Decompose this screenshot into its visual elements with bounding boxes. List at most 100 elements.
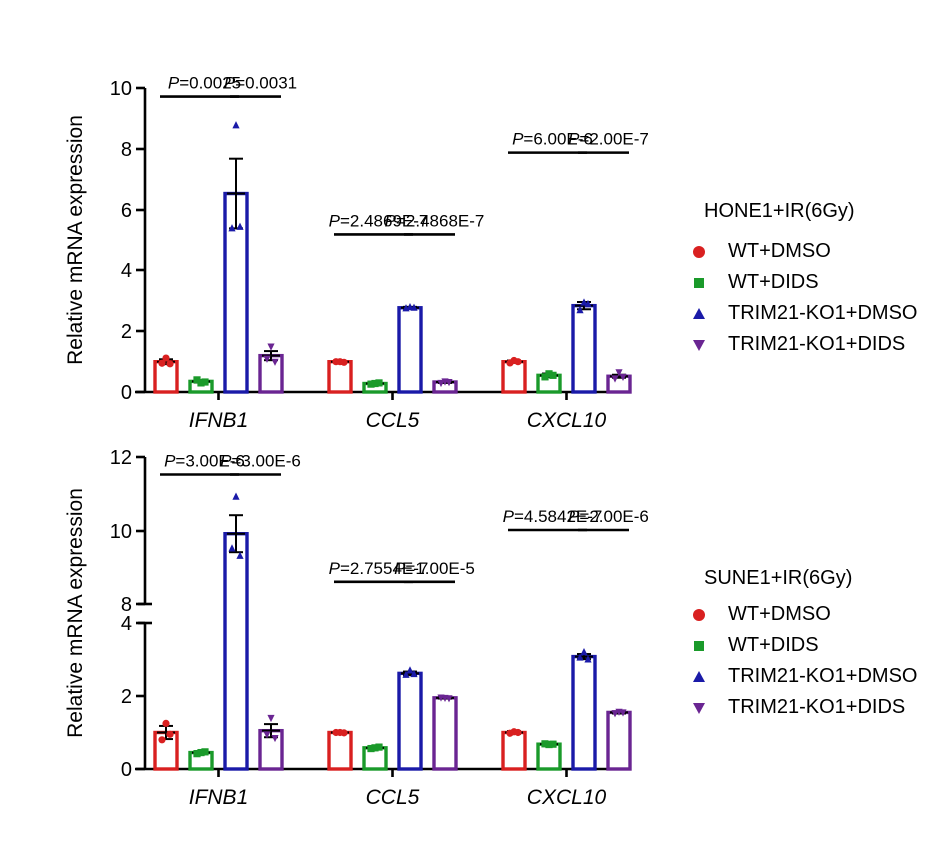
significance-annotation: P=0.0031 [224, 74, 297, 98]
legend-title: SUNE1+IR(6Gy) [704, 567, 853, 589]
data-point-wt-dmso [506, 359, 514, 367]
data-point-trim21-ko1-dmso [580, 648, 588, 656]
data-point-wt-dids [371, 744, 379, 752]
p-italic: P [164, 452, 176, 471]
data-point-trim21-ko1-dids [615, 369, 623, 377]
category-group-ifnb1: IFNB1 [153, 121, 284, 432]
data-point-wt-dmso [158, 359, 166, 367]
y-tick-label: 10 [110, 78, 132, 100]
data-point-trim21-ko1-dmso [406, 666, 414, 674]
bar-trim21-ko1-dmso [223, 532, 249, 771]
triangle-down-marker-icon [693, 340, 705, 351]
bar-wt-dmso [501, 360, 527, 394]
data-point-wt-dids [201, 378, 209, 386]
significance-annotation: P=2.7554E-7 [329, 559, 429, 584]
p-italic: P [329, 211, 341, 230]
data-point-trim21-ko1-dids [445, 379, 453, 387]
data-point-trim21-ko1-dids [271, 734, 279, 743]
p-value-label: P=0.0025 [168, 74, 241, 93]
data-point-trim21-ko1-dids [611, 375, 619, 383]
y-axis-label: Relative mRNA expression [64, 488, 87, 738]
data-point-trim21-ko1-dids [619, 373, 627, 382]
bar-trim21-ko1-dmso [397, 671, 423, 771]
p-italic: P [220, 452, 232, 471]
p-value-label: P=2.4868E-7 [385, 211, 485, 230]
y-tick-label: 12 [110, 447, 132, 469]
y-axis [138, 457, 152, 769]
data-point-wt-dmso [162, 354, 170, 362]
data-point-trim21-ko1-dmso [232, 121, 240, 129]
bar-wt-dmso [327, 730, 353, 771]
chart-panel-top: 0 2 4 6 8 10 Relative mRNA expression IFNB1 CCL5… [64, 74, 649, 432]
p-value-label: P=1.00E-5 [394, 559, 475, 578]
data-point-wt-dmso [514, 358, 522, 366]
data-point-wt-dids [193, 376, 201, 384]
bar-trim21-ko1-dmso [571, 654, 597, 771]
chart-panel-bottom: 0 2 48 10 12 Relative mRNA expression IFNB1 CCL… [64, 447, 649, 809]
p-italic: P [168, 74, 180, 93]
significance-annotation: P=6.00E-6 [508, 130, 593, 154]
p-value-label: P=2.7554E-7 [329, 559, 429, 578]
data-point-wt-dids [375, 379, 383, 387]
data-point-trim21-ko1-dids [267, 343, 275, 351]
data-point-trim21-ko1-dmso [584, 299, 592, 308]
p-italic: P [568, 507, 580, 526]
bar-trim21-ko1-dids [432, 696, 458, 771]
p-value-label: P=4.5842E-7 [503, 507, 603, 526]
data-point-wt-dids [549, 371, 557, 379]
legend-label: TRIM21-KO1+DIDS [728, 333, 906, 355]
category-group-ccl5: CCL5 [327, 302, 458, 432]
p-value: =2.4869E-7 [340, 211, 428, 230]
data-point-wt-dmso [506, 729, 514, 737]
bar-wt-dmso [153, 360, 179, 394]
data-point-wt-dids [367, 380, 375, 388]
data-point-wt-dmso [340, 358, 348, 366]
p-value-label: P=6.00E-6 [512, 130, 593, 149]
y-tick-label: 6 [121, 200, 132, 222]
significance-annotation: P=2.00E-7 [568, 130, 649, 154]
data-point-wt-dmso [332, 728, 340, 737]
significance-annotation: P=0.0025 [160, 74, 241, 98]
significance-annotation: P=3.00E-6 [220, 452, 301, 476]
p-italic: P [503, 507, 515, 526]
p-value-label: P=2.4869E-7 [329, 211, 429, 230]
y-tick-label: 8 [121, 594, 132, 616]
legend-label: WT+DIDS [728, 634, 819, 656]
p-value: =4.5842E-7 [514, 507, 602, 526]
legend-label: TRIM21-KO1+DIDS [728, 696, 906, 718]
data-point-wt-dids [541, 373, 549, 381]
category-group-ccl5: CCL5 [327, 666, 458, 809]
y-tick-label: 4 [121, 260, 132, 282]
p-italic: P [329, 559, 341, 578]
p-value-label: P=3.00E-6 [220, 452, 301, 471]
p-italic: P [512, 130, 524, 149]
p-italic: P [568, 130, 580, 149]
bar-trim21-ko1-dids [606, 710, 632, 771]
data-point-trim21-ko1-dids [611, 710, 619, 718]
data-point-trim21-ko1-dids [437, 694, 445, 702]
p-value-label: P=3.00E-6 [164, 452, 245, 471]
data-point-wt-dmso [158, 736, 166, 744]
data-point-trim21-ko1-dmso [410, 303, 418, 311]
square-marker-icon [694, 641, 704, 651]
y-tick-label: 0 [121, 382, 132, 404]
p-value-label: P=2.00E-6 [568, 507, 649, 526]
p-value: =6.00E-6 [523, 130, 592, 149]
significance-annotation: P=2.00E-6 [568, 507, 649, 532]
legend-label: TRIM21-KO1+DMSO [728, 665, 918, 687]
x-category-label: IFNB1 [189, 786, 249, 809]
x-category-label: CXCL10 [527, 786, 607, 809]
bar-trim21-ko1-dmso [571, 303, 597, 394]
bar-trim21-ko1-dmso [397, 306, 423, 394]
data-point-trim21-ko1-dmso [402, 670, 410, 678]
x-category-label: CCL5 [366, 786, 420, 809]
y-tick-label: 10 [110, 521, 132, 543]
data-point-wt-dids [375, 743, 383, 751]
y-tick-label: 2 [121, 321, 132, 343]
p-value: =2.4868E-7 [396, 211, 484, 230]
data-point-wt-dmso [166, 360, 174, 368]
circle-marker-icon [693, 246, 705, 258]
p-value: =2.00E-6 [579, 507, 648, 526]
data-point-wt-dids [549, 740, 557, 748]
p-value-label: P=2.00E-7 [568, 130, 649, 149]
